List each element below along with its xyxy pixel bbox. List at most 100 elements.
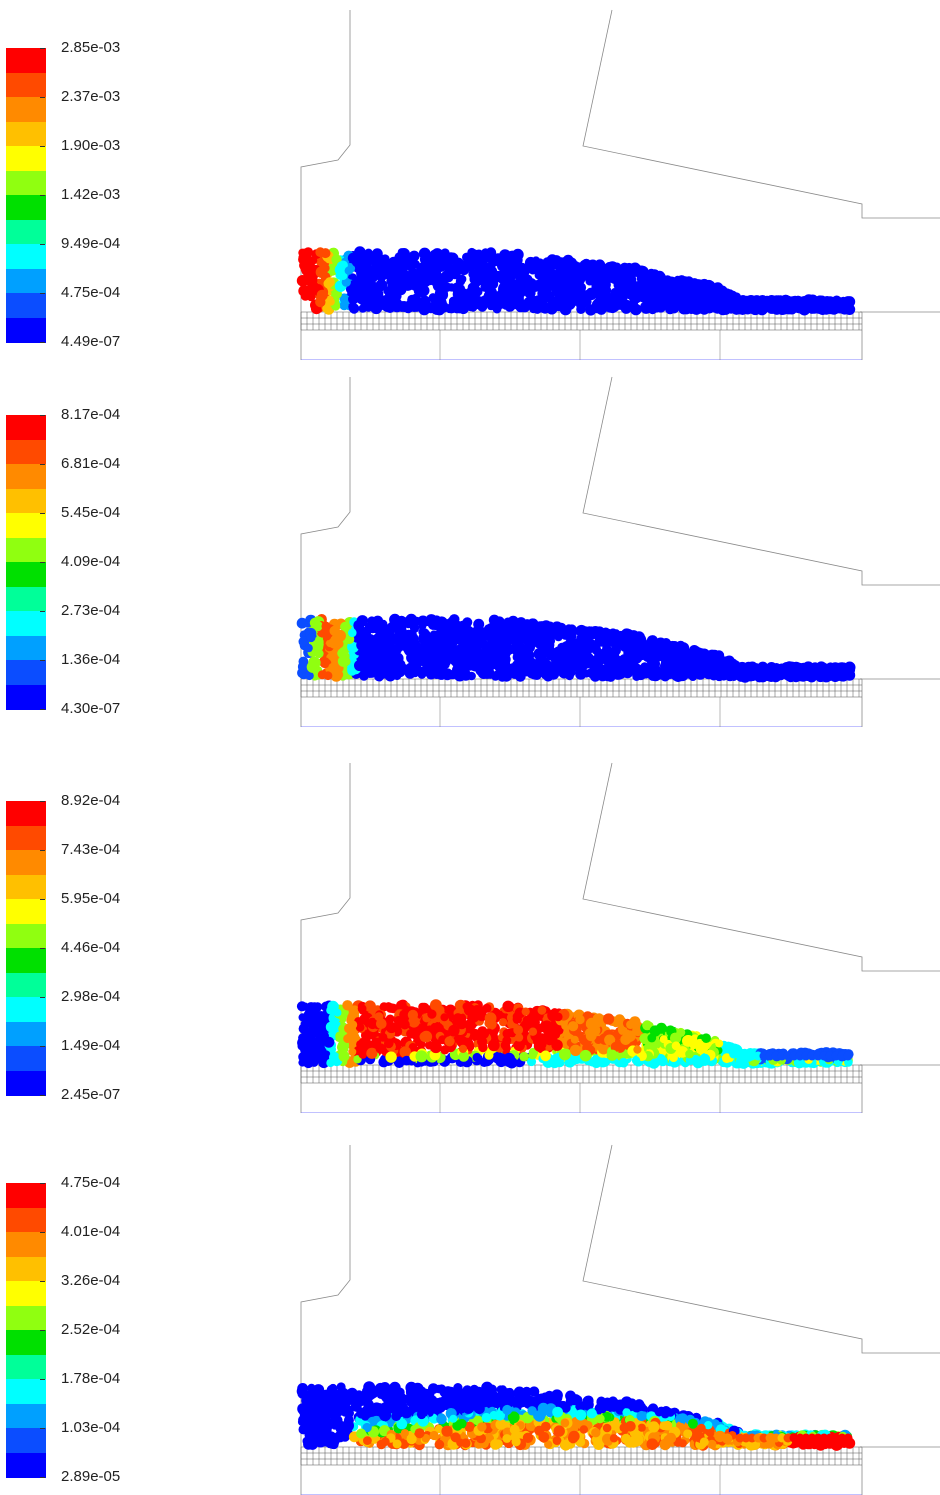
particle bbox=[542, 257, 552, 267]
particle bbox=[318, 670, 327, 679]
particle bbox=[407, 295, 417, 305]
particle bbox=[554, 293, 563, 302]
particle bbox=[477, 1037, 487, 1047]
particle bbox=[456, 277, 465, 286]
particle bbox=[297, 1001, 307, 1011]
particle bbox=[421, 665, 431, 675]
particle bbox=[449, 614, 459, 624]
particle bbox=[315, 247, 325, 257]
particle bbox=[479, 296, 490, 307]
particle bbox=[660, 1035, 668, 1043]
particle bbox=[640, 290, 648, 298]
furnace-roof bbox=[583, 10, 940, 218]
particle bbox=[591, 655, 603, 667]
particle bbox=[418, 1003, 426, 1011]
particle bbox=[388, 634, 396, 642]
particle bbox=[363, 258, 372, 267]
particle bbox=[509, 292, 519, 302]
particle bbox=[306, 264, 315, 273]
particle bbox=[440, 281, 449, 290]
particle bbox=[494, 642, 505, 653]
particle bbox=[409, 251, 420, 262]
particle bbox=[669, 1053, 678, 1062]
particle bbox=[540, 1051, 551, 1062]
furnace-geometry bbox=[0, 0, 940, 360]
particle bbox=[541, 620, 552, 631]
particle bbox=[316, 266, 328, 278]
particle bbox=[586, 288, 594, 296]
particle bbox=[297, 275, 308, 286]
particle bbox=[501, 1041, 510, 1050]
particle bbox=[519, 301, 530, 312]
particle bbox=[528, 639, 537, 648]
particle bbox=[638, 273, 647, 282]
particle bbox=[348, 1048, 356, 1056]
particle bbox=[515, 271, 524, 280]
particle bbox=[646, 278, 657, 289]
particle bbox=[328, 663, 339, 674]
particle bbox=[395, 624, 406, 635]
particle bbox=[362, 278, 373, 289]
particle bbox=[343, 1034, 352, 1043]
particle bbox=[495, 1056, 507, 1068]
particle bbox=[482, 262, 492, 272]
particle bbox=[323, 632, 331, 640]
furnace-geometry bbox=[0, 367, 940, 727]
particle bbox=[620, 276, 629, 285]
particle bbox=[334, 630, 346, 642]
particle bbox=[304, 644, 312, 652]
particle bbox=[680, 285, 690, 295]
particle bbox=[655, 272, 666, 283]
particle bbox=[441, 620, 449, 628]
particle bbox=[628, 292, 637, 301]
particle bbox=[377, 656, 386, 665]
particle bbox=[844, 299, 853, 308]
particle bbox=[307, 661, 319, 673]
particle bbox=[537, 295, 548, 306]
particle bbox=[442, 668, 454, 680]
particle bbox=[655, 301, 663, 309]
particle bbox=[412, 617, 421, 626]
particle bbox=[586, 1030, 597, 1041]
particle bbox=[581, 639, 590, 648]
particle bbox=[517, 664, 529, 676]
furnace-geometry bbox=[0, 1135, 940, 1495]
particle bbox=[397, 616, 407, 626]
particle bbox=[416, 1050, 428, 1062]
particle bbox=[633, 1046, 641, 1054]
particle bbox=[554, 1013, 563, 1022]
particle bbox=[311, 1037, 322, 1048]
particle bbox=[357, 250, 365, 258]
particle bbox=[713, 287, 722, 296]
particle bbox=[367, 616, 376, 625]
particle bbox=[534, 1041, 545, 1052]
particle bbox=[469, 304, 477, 312]
particle bbox=[518, 627, 530, 639]
particle bbox=[544, 630, 554, 640]
particle bbox=[559, 1049, 571, 1061]
particle bbox=[392, 645, 402, 655]
particle bbox=[492, 660, 502, 670]
particle-bed bbox=[297, 999, 854, 1069]
particle bbox=[627, 642, 639, 654]
particle bbox=[695, 668, 706, 679]
particle bbox=[504, 263, 512, 271]
particle bbox=[485, 1051, 494, 1060]
particle bbox=[654, 670, 664, 680]
particle bbox=[706, 298, 718, 310]
particle bbox=[385, 1051, 396, 1062]
particle bbox=[657, 1054, 665, 1062]
particle bbox=[297, 618, 308, 629]
particle bbox=[453, 653, 462, 662]
particle bbox=[482, 628, 492, 638]
particle bbox=[372, 298, 382, 308]
particle bbox=[610, 650, 620, 660]
particle bbox=[844, 1052, 853, 1061]
particle bbox=[529, 667, 538, 676]
particle bbox=[420, 254, 432, 266]
particle bbox=[358, 1050, 367, 1059]
particle bbox=[571, 1036, 579, 1044]
